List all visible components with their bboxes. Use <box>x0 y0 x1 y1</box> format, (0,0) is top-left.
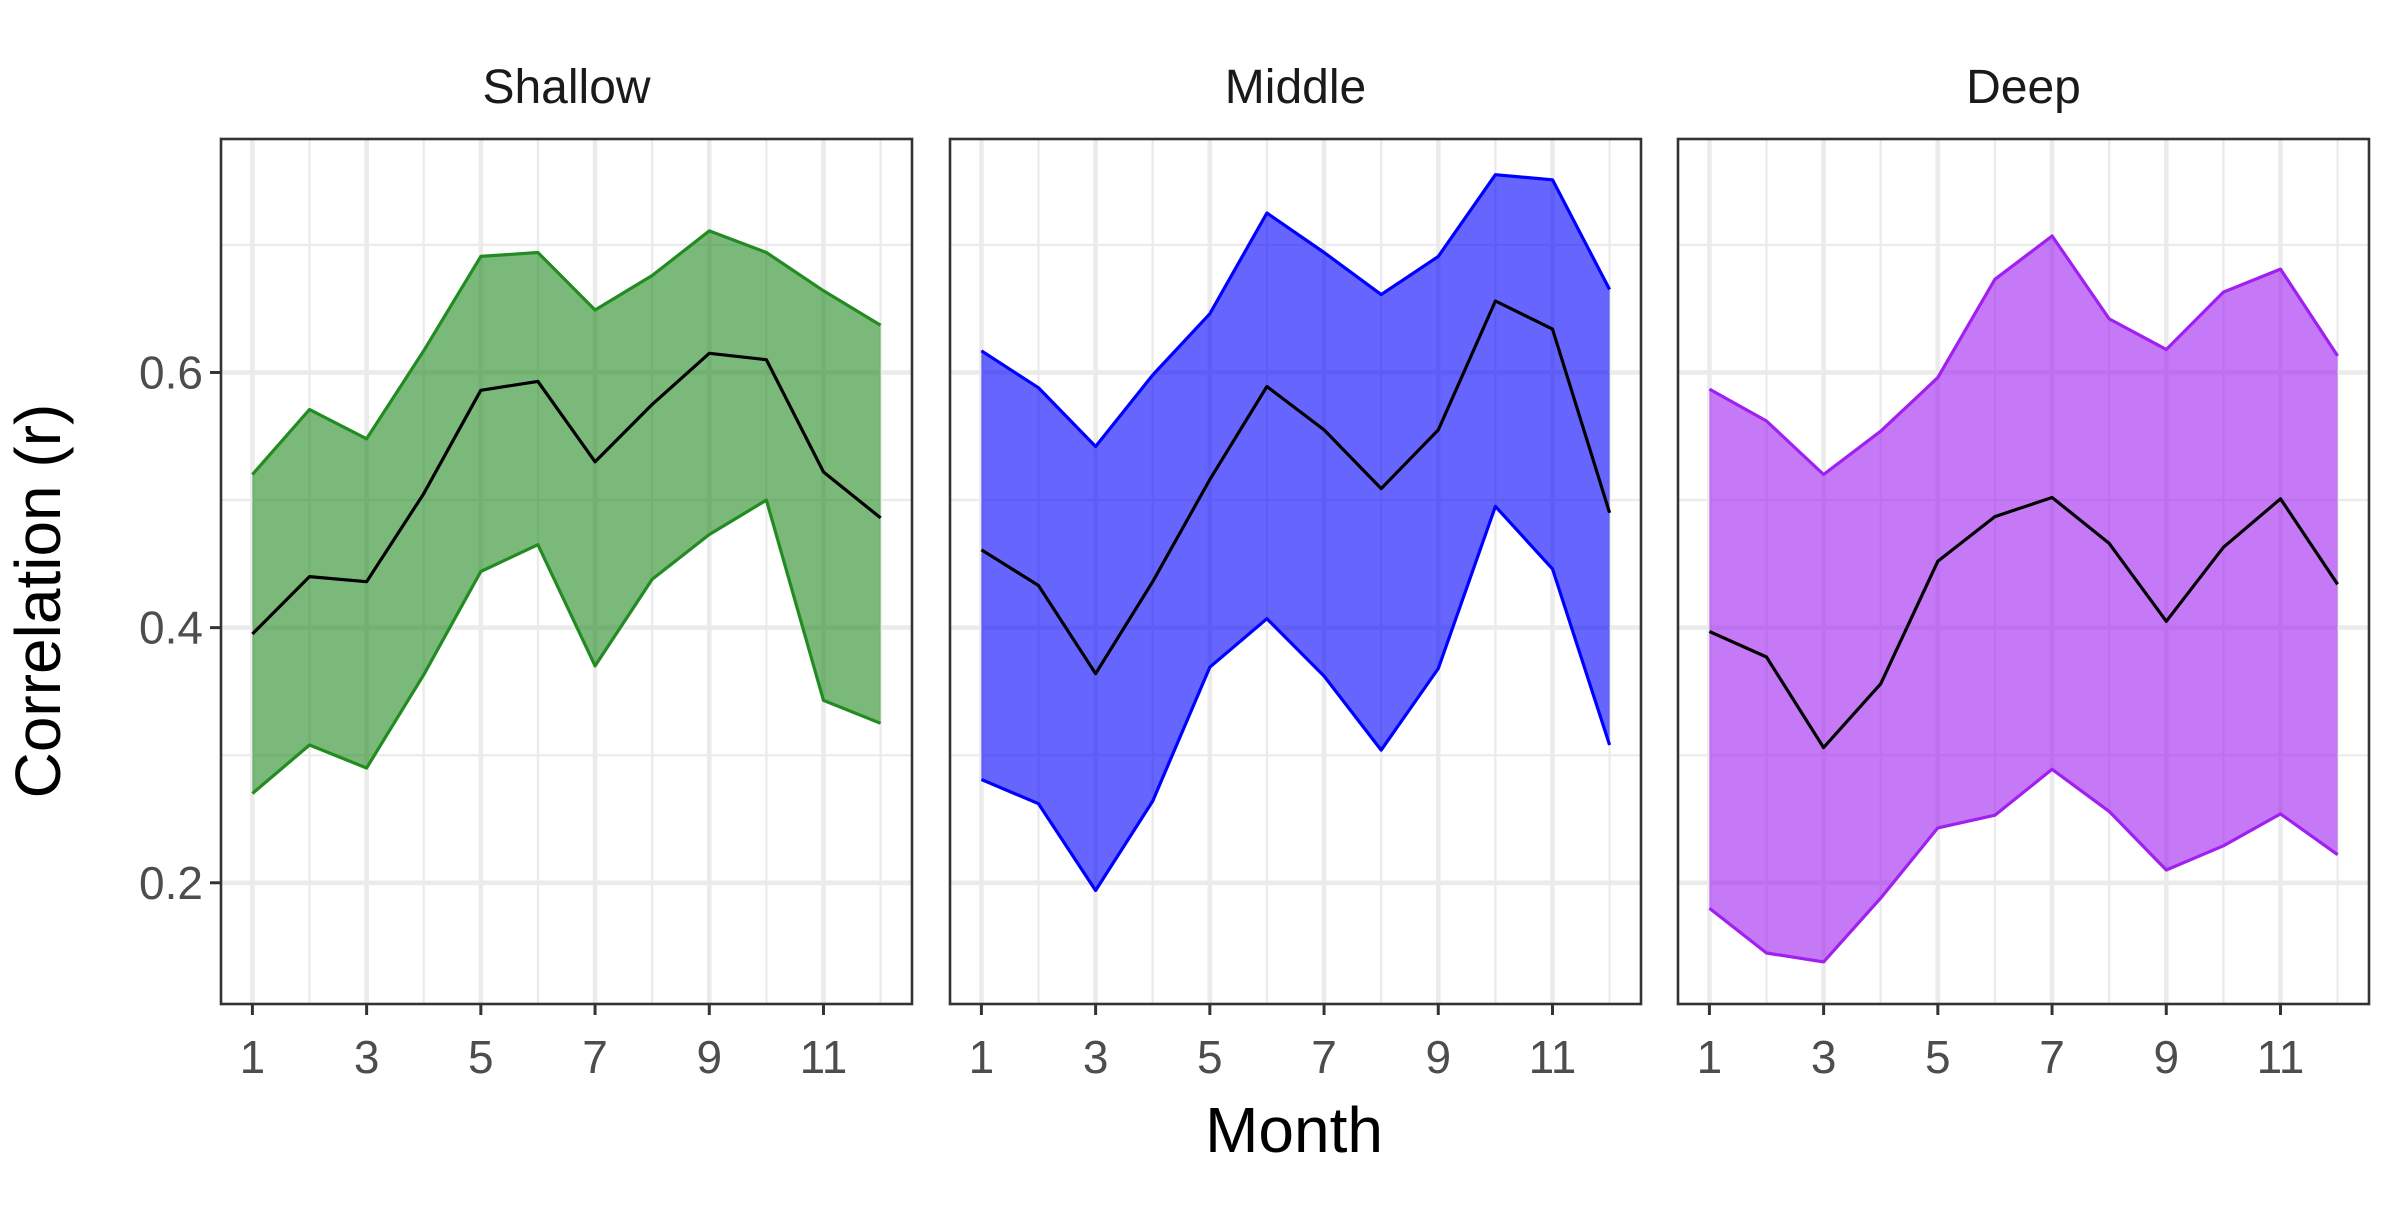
x-tick-label: 7 <box>2039 1031 2065 1083</box>
x-axis-title: Month <box>1205 1094 1383 1166</box>
x-tick-label: 1 <box>969 1031 995 1083</box>
x-tick-label: 5 <box>468 1031 494 1083</box>
ribbon-deep <box>1709 236 2338 962</box>
y-axis-title: Correlation (r) <box>2 404 74 799</box>
upper-bound-line-middle <box>980 173 1612 449</box>
y-tick-label: 0.2 <box>139 857 203 909</box>
facet-title-middle: Middle <box>1225 61 1366 114</box>
x-tick-label: 7 <box>582 1031 608 1083</box>
x-tick-label: 9 <box>696 1031 722 1083</box>
panel-border <box>948 137 1643 1006</box>
lower-bound-line-deep <box>1708 767 2339 964</box>
ribbon-middle <box>981 174 1610 891</box>
upper-bound-line-deep <box>1708 234 2339 477</box>
panel-middle: Middle 1 3 5 7 9 11 <box>948 61 1643 1083</box>
x-tick-label: 3 <box>1811 1031 1837 1083</box>
lower-bound-line-shallow <box>251 498 882 795</box>
facet-title-shallow: Shallow <box>482 61 650 114</box>
mean-line-deep <box>1708 495 2339 750</box>
x-tick-label: 9 <box>1425 1031 1451 1083</box>
ribbon-shallow <box>252 230 881 794</box>
y-tick-label: 0.4 <box>139 602 203 654</box>
x-tick-label: 3 <box>1083 1031 1109 1083</box>
panel-border <box>219 137 914 1006</box>
x-tick-label: 9 <box>2153 1031 2179 1083</box>
mean-line-shallow <box>251 351 882 636</box>
x-tick-label: 1 <box>1697 1031 1723 1083</box>
x-tick-label: 11 <box>2257 1031 2305 1083</box>
lower-bound-line-middle <box>980 504 1612 893</box>
panel-shallow: Shallow 1 3 5 7 9 11 0.2 0.4 0.6 <box>139 61 914 1083</box>
x-tick-label: 11 <box>1529 1031 1577 1083</box>
panel-deep: Deep 1 3 5 7 9 11 <box>1676 61 2371 1083</box>
x-tick-label: 5 <box>1197 1031 1223 1083</box>
y-tick-label: 0.6 <box>139 346 203 398</box>
x-tick-label: 5 <box>1925 1031 1951 1083</box>
upper-bound-line-shallow <box>251 229 882 476</box>
facet-title-deep: Deep <box>1966 61 2081 114</box>
x-tick-label: 3 <box>354 1031 380 1083</box>
mean-line-middle <box>980 299 1612 676</box>
x-tick-label: 7 <box>1311 1031 1337 1083</box>
x-tick-label: 11 <box>800 1031 848 1083</box>
x-tick-label: 1 <box>240 1031 266 1083</box>
panel-border <box>1676 137 2371 1006</box>
